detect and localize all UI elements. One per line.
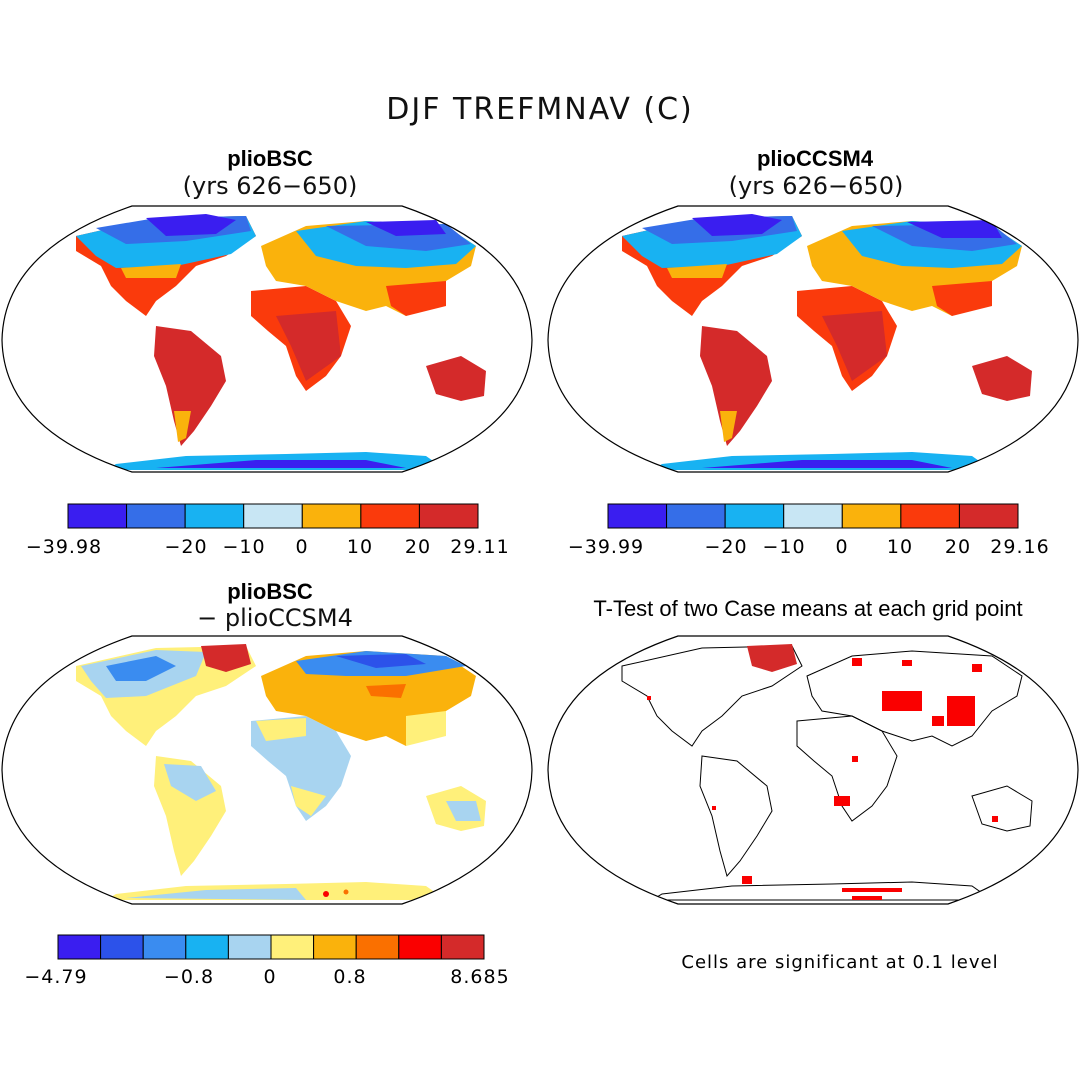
map-difference — [1, 635, 533, 905]
colorbar-swatch — [398, 934, 442, 960]
panel-title-ttest: T-Test of two Case means at each grid po… — [593, 596, 1023, 621]
colorbar-swatch — [142, 934, 187, 960]
colorbar-swatch — [958, 503, 1019, 529]
colorbar-swatch — [67, 503, 128, 529]
colorbar-difference — [57, 934, 485, 960]
colorbar-swatch — [841, 503, 902, 529]
colorbar-swatch — [418, 503, 479, 529]
colorbar-swatch — [313, 934, 357, 960]
colorbar-swatch — [100, 934, 144, 960]
panel-title-pliocccsm4: plioCCSM4 — [756, 146, 874, 171]
colorbar-swatch — [783, 503, 843, 529]
colorbar-swatch — [666, 503, 726, 529]
colorbar-swatch — [607, 503, 668, 529]
colorbar-swatch — [360, 503, 420, 529]
colorbar-swatch — [440, 934, 485, 960]
colorbar-swatch — [184, 503, 245, 529]
colorbar-swatch — [724, 503, 785, 529]
figure-title: DJF TREFMNAV (C) — [386, 92, 694, 127]
significance-note: Cells are significant at 0.1 level — [681, 952, 999, 973]
colorbar-swatch — [227, 934, 272, 960]
map-significance — [547, 635, 1079, 905]
panel-title-pliobsc: plioBSC — [227, 146, 313, 171]
colorbar-pliocccsm4 — [607, 503, 1019, 529]
panel-subtitle-pliobsc: (yrs 626−650) — [182, 172, 358, 200]
colorbar-swatch — [185, 934, 229, 960]
colorbar-swatch — [301, 503, 362, 529]
map-pliobsc — [1, 205, 533, 473]
colorbar-swatch — [270, 934, 315, 960]
panel-title-difference: plioBSC — [227, 579, 313, 604]
colorbar-swatch — [57, 934, 102, 960]
colorbar-swatch — [900, 503, 960, 529]
colorbar-pliobsc — [67, 503, 479, 529]
panel-subtitle-difference: − plioCCSM4 — [197, 604, 353, 632]
colorbar-swatch — [243, 503, 303, 529]
map-pliocccsm4 — [547, 205, 1079, 473]
panel-subtitle-pliocccsm4: (yrs 626−650) — [728, 172, 904, 200]
colorbar-swatch — [355, 934, 400, 960]
colorbar-swatch — [126, 503, 186, 529]
